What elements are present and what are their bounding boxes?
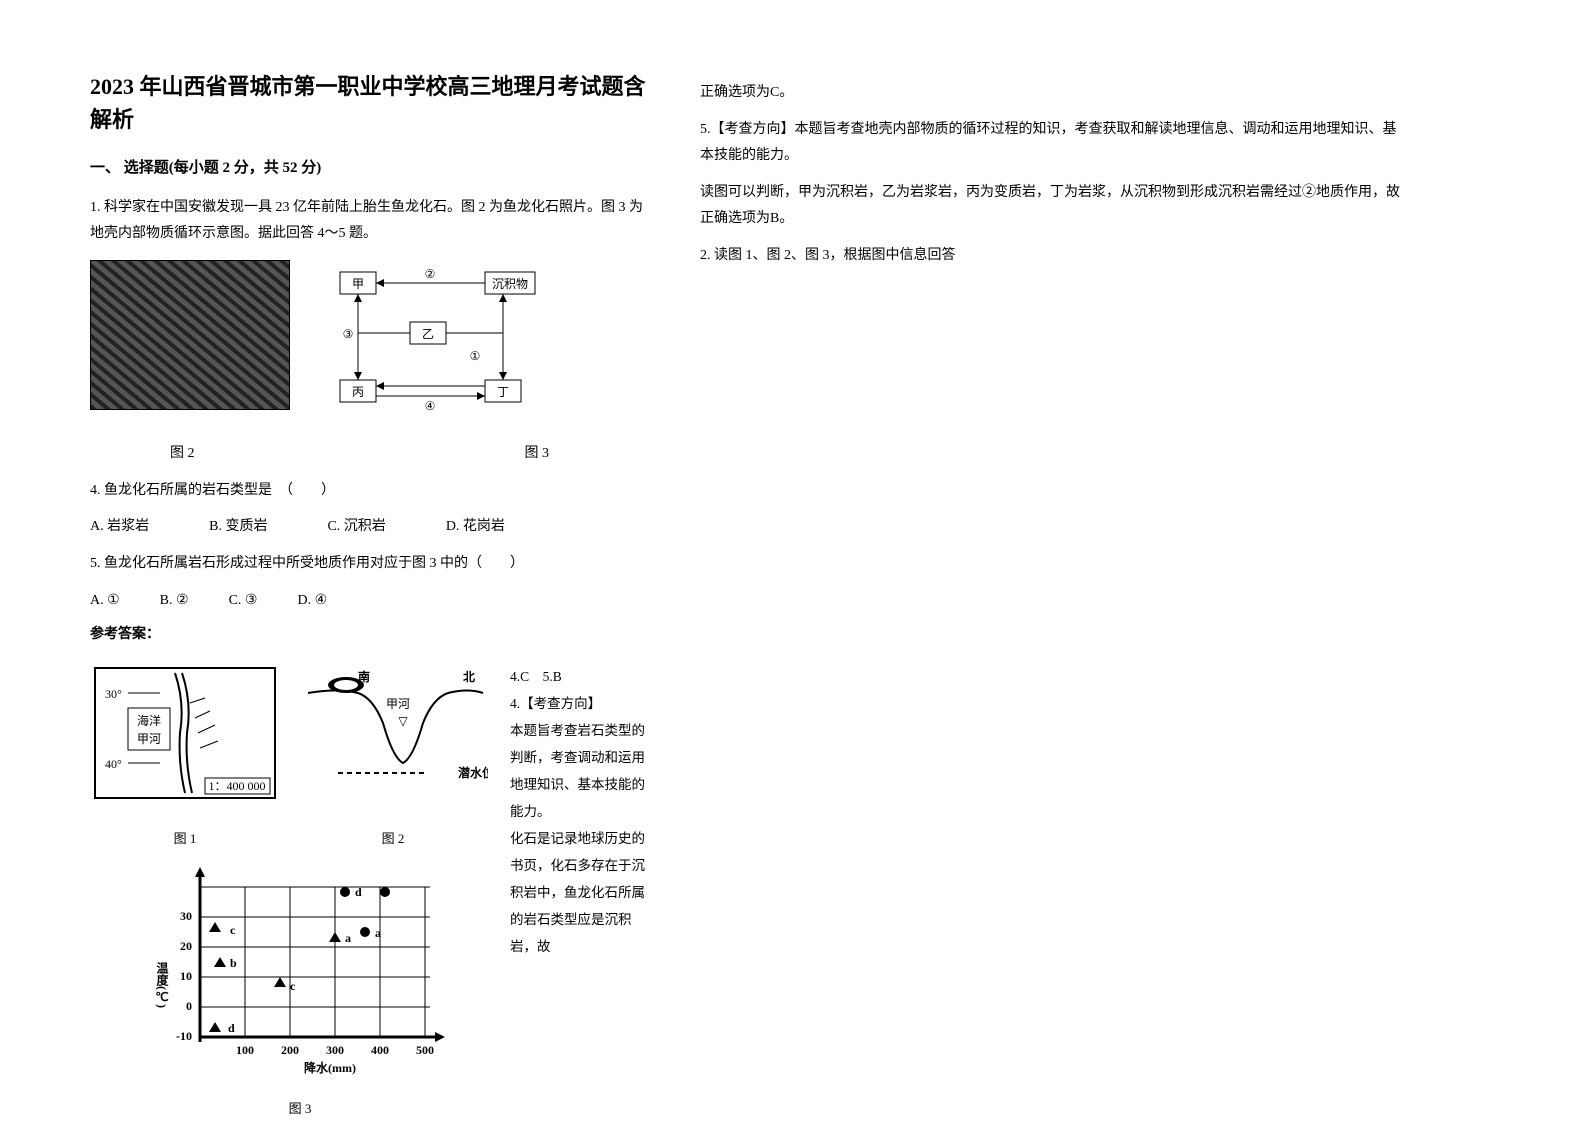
figure-2-photo xyxy=(90,260,290,410)
option-5d: D. ④ xyxy=(297,588,327,615)
svg-text:海洋: 海洋 xyxy=(137,713,161,728)
svg-text:c: c xyxy=(290,979,296,993)
svg-text:北: 北 xyxy=(463,669,475,684)
figure-1-map: 30° 40° 海洋 甲河 1：400 000 xyxy=(90,663,280,813)
svg-text:温度(℃): 温度(℃) xyxy=(155,962,169,1008)
option-4b: B. 变质岩 xyxy=(209,514,267,541)
svg-text:甲河: 甲河 xyxy=(386,697,410,711)
answers-line: 4.C 5.B xyxy=(510,663,650,690)
right-p3: 读图可以判断，甲为沉积岩，乙为岩浆岩，丙为变质岩，丁为岩浆，从沉积物到形成沉积岩… xyxy=(700,180,1400,233)
figure-3b-wrap: -10 0 10 20 30 100 200 300 400 500 温度(℃)… xyxy=(150,862,490,1121)
svg-text:②: ② xyxy=(425,267,436,281)
svg-text:c: c xyxy=(230,923,236,937)
svg-text:b: b xyxy=(230,956,237,970)
svg-text:沉积物: 沉积物 xyxy=(492,277,528,291)
figure-captions-row: 图 2 图 3 xyxy=(90,441,650,468)
answer-key-label: 参考答案： xyxy=(90,622,650,649)
explain-4-body-1: 本题旨考查岩石类型的判断，考查调动和运用地理知识、基本技能的能力。 xyxy=(510,717,650,825)
svg-text:潜水位线: 潜水位线 xyxy=(458,765,488,780)
question-5-options: A. ① B. ② C. ③ D. ④ xyxy=(90,588,650,615)
svg-text:1：400 000: 1：400 000 xyxy=(208,779,265,793)
svg-text:乙: 乙 xyxy=(422,327,434,341)
svg-text:30°: 30° xyxy=(105,687,122,701)
section-1-heading: 一、 选择题(每小题 2 分，共 52 分) xyxy=(90,154,650,183)
explain-4-head: 4.【考查方向】 xyxy=(510,696,601,711)
svg-text:③: ③ xyxy=(343,327,354,341)
figure-1-wrap: 30° 40° 海洋 甲河 1：400 000 图 1 xyxy=(90,663,280,852)
option-5a: A. ① xyxy=(90,588,120,615)
svg-text:0: 0 xyxy=(186,999,192,1013)
svg-text:200: 200 xyxy=(281,1043,299,1057)
figure-2-caption: 图 2 xyxy=(170,441,195,468)
svg-text:a: a xyxy=(375,926,381,940)
svg-text:d: d xyxy=(355,885,362,899)
svg-text:①: ① xyxy=(470,349,481,363)
svg-text:500: 500 xyxy=(416,1043,434,1057)
svg-text:300: 300 xyxy=(326,1043,344,1057)
right-p4: 2. 读图 1、图 2、图 3，根据图中信息回答 xyxy=(700,243,1400,270)
exam-title: 2023 年山西省晋城市第一职业中学校高三地理月考试题含解析 xyxy=(90,70,650,136)
question-5-text: 5. 鱼龙化石所属岩石形成过程中所受地质作用对应于图 3 中的（ ） xyxy=(90,551,650,578)
figure-3b-caption: 图 3 xyxy=(110,1097,490,1122)
svg-text:降水(mm): 降水(mm) xyxy=(304,1060,356,1075)
svg-text:40°: 40° xyxy=(105,757,122,771)
question-1-intro: 1. 科学家在中国安徽发现一具 23 亿年前陆上胎生鱼龙化石。图 2 为鱼龙化石… xyxy=(90,195,650,248)
explanation-text-block: 4.C 5.B 4.【考查方向】 本题旨考查岩石类型的判断，考查调动和运用地理知… xyxy=(510,663,650,1122)
right-column: 正确选项为C。 5.【考查方向】本题旨考查地壳内部物质的循环过程的知识，考查获取… xyxy=(700,70,1400,1052)
figure-3b-scatter: -10 0 10 20 30 100 200 300 400 500 温度(℃)… xyxy=(150,862,450,1082)
svg-text:10: 10 xyxy=(180,969,192,983)
figure-3-wrap: 甲 沉积物 乙 丙 丁 ② ③ ① xyxy=(320,260,550,436)
option-4a: A. 岩浆岩 xyxy=(90,514,149,541)
svg-text:-10: -10 xyxy=(176,1029,192,1043)
option-5b: B. ② xyxy=(160,588,189,615)
svg-text:甲河: 甲河 xyxy=(137,732,161,746)
figure-2b-cross-section: 南 北 甲河 ▽ 潜水位线 xyxy=(298,663,488,813)
lower-block: 30° 40° 海洋 甲河 1：400 000 图 1 xyxy=(90,663,650,1122)
svg-text:100: 100 xyxy=(236,1043,254,1057)
svg-text:d: d xyxy=(228,1021,235,1035)
figure-row-1: 甲 沉积物 乙 丙 丁 ② ③ ① xyxy=(90,260,650,436)
lower-figures: 30° 40° 海洋 甲河 1：400 000 图 1 xyxy=(90,663,490,1122)
option-4c: C. 沉积岩 xyxy=(327,514,385,541)
svg-text:400: 400 xyxy=(371,1043,389,1057)
right-p2: 5.【考查方向】本题旨考查地壳内部物质的循环过程的知识，考查获取和解读地理信息、… xyxy=(700,117,1400,170)
question-4-text: 4. 鱼龙化石所属的岩石类型是 （ ） xyxy=(90,478,650,505)
svg-text:丁: 丁 xyxy=(497,385,509,399)
option-4d: D. 花岗岩 xyxy=(446,514,505,541)
svg-text:30: 30 xyxy=(180,909,192,923)
figure-3-caption: 图 3 xyxy=(525,441,550,468)
svg-text:20: 20 xyxy=(180,939,192,953)
right-p1: 正确选项为C。 xyxy=(700,80,1400,107)
figure-1-caption: 图 1 xyxy=(90,827,280,852)
figure-2b-wrap: 南 北 甲河 ▽ 潜水位线 图 2 xyxy=(298,663,488,852)
figure-2b-caption: 图 2 xyxy=(298,827,488,852)
svg-text:丙: 丙 xyxy=(352,385,364,399)
svg-text:④: ④ xyxy=(425,399,436,413)
figure-3-diagram: 甲 沉积物 乙 丙 丁 ② ③ ① xyxy=(320,260,550,425)
svg-text:a: a xyxy=(345,931,351,945)
svg-text:甲: 甲 xyxy=(352,277,364,291)
explain-4-body-2: 化石是记录地球历史的书页，化石多存在于沉积岩中，鱼龙化石所属的岩石类型应是沉积岩… xyxy=(510,825,650,960)
option-5c: C. ③ xyxy=(229,588,258,615)
figure-2-wrap xyxy=(90,260,290,410)
question-4-options: A. 岩浆岩 B. 变质岩 C. 沉积岩 D. 花岗岩 xyxy=(90,514,650,541)
svg-text:▽: ▽ xyxy=(398,714,408,728)
